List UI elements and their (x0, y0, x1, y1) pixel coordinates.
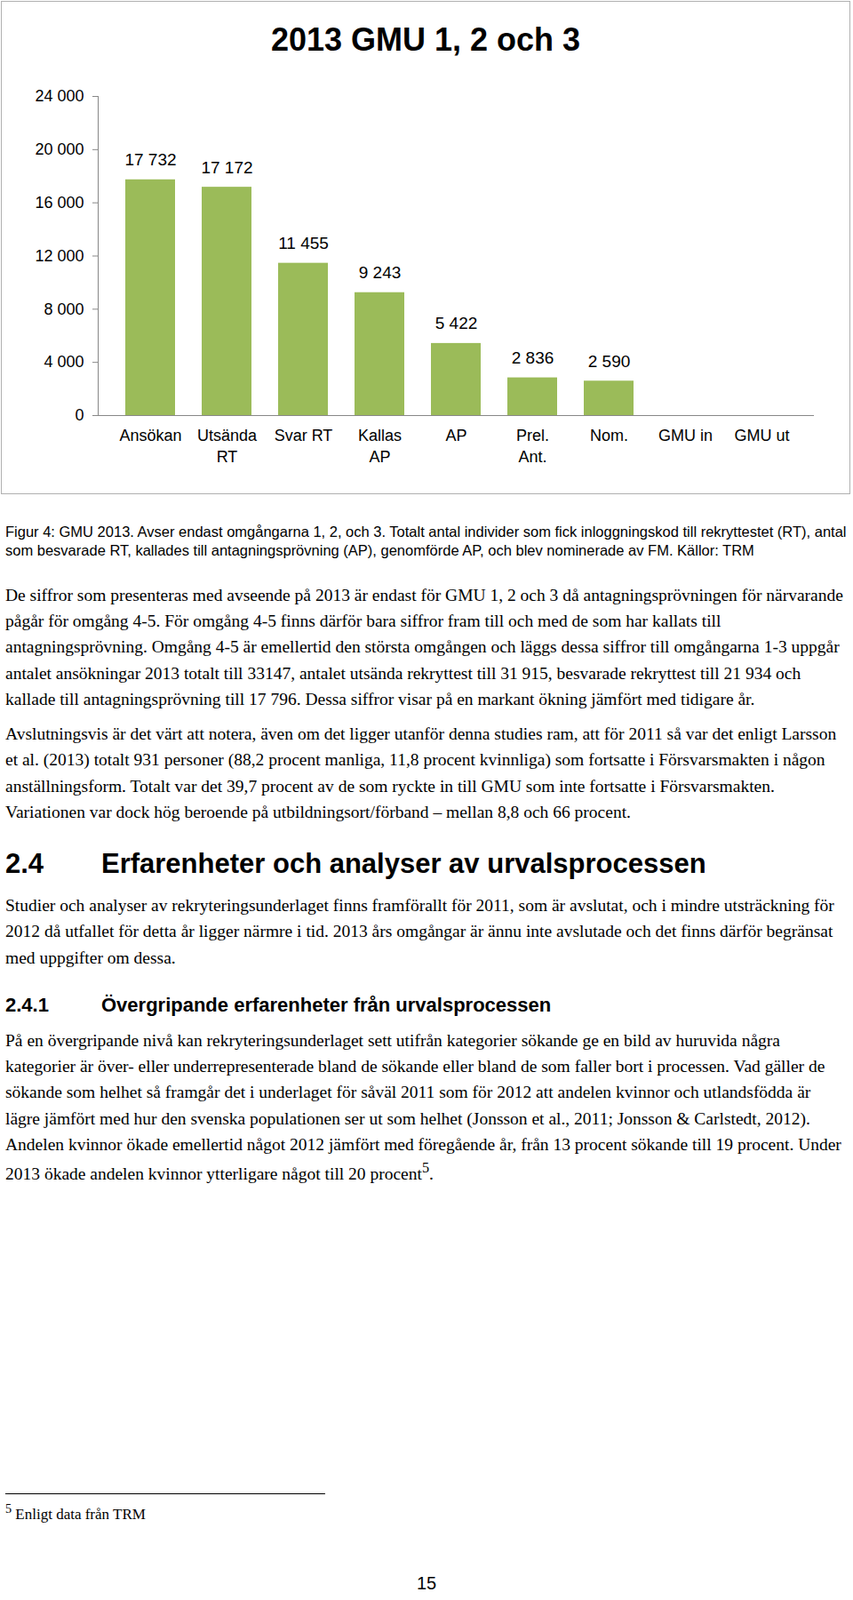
svg-text:5 422: 5 422 (435, 313, 479, 333)
svg-text:9 243: 9 243 (358, 263, 402, 282)
html-text:De siffror som presenteras med: De siffror som presenteras med avseende … (5, 585, 844, 709)
svg-text:2 836: 2 836 (511, 348, 555, 367)
svg-text:20 000: 20 000 (34, 140, 84, 159)
html-text:5Enligt data från TRM: 5Enligt data från TRM (5, 1500, 146, 1522)
html-text:2013 GMU 1, 2 och 3: 2013 GMU 1, 2 och 3 (270, 21, 581, 58)
svg-text:Nom.: Nom. (589, 426, 629, 445)
html-text:Avslutningsvis är det värt att: Avslutningsvis är det värt att notera, ä… (5, 724, 837, 821)
svg-text:UtsändaRT: UtsändaRT (197, 426, 258, 465)
svg-text:AP: AP (445, 426, 467, 445)
svg-text:2 590: 2 590 (588, 351, 631, 371)
html-text:Studier och analyser av rekryt: Studier och analyser av rekryteringsunde… (5, 895, 835, 967)
html-text:2.4: 2.4 (5, 847, 44, 879)
svg-text:4 000: 4 000 (43, 352, 84, 371)
svg-text:Svar RT: Svar RT (274, 426, 334, 445)
svg-text:Ansökan: Ansökan (119, 426, 182, 445)
svg-text:17 172: 17 172 (200, 158, 253, 177)
svg-text:GMU ut: GMU ut (733, 426, 790, 445)
svg-text:17 732: 17 732 (124, 150, 176, 169)
html-text:På en övergripande nivå kan re: På en övergripande nivå kan rekryterings… (5, 1030, 842, 1183)
svg-text:24 000: 24 000 (34, 87, 84, 105)
html-text:Erfarenheter och analyser av u: Erfarenheter och analyser av urvalsproce… (101, 847, 707, 879)
svg-text:11 455: 11 455 (278, 233, 329, 253)
svg-text:16 000: 16 000 (34, 193, 84, 212)
html-text:Övergripande erfarenheter från: Övergripande erfarenheter från urvalspro… (101, 993, 552, 1016)
svg-text:GMU in: GMU in (658, 426, 713, 445)
svg-text:Prel.Ant.: Prel.Ant. (516, 426, 550, 465)
svg-text:0: 0 (74, 406, 84, 424)
svg-text:KallasAP: KallasAP (358, 426, 402, 465)
html-text:15: 15 (416, 1572, 437, 1593)
svg-text:8 000: 8 000 (43, 300, 84, 319)
html-text:Figur 4: GMU 2013. Avser endas: Figur 4: GMU 2013. Avser endast omgångar… (5, 523, 847, 559)
svg-text:12 000: 12 000 (34, 247, 84, 265)
html-text:2.4.1: 2.4.1 (5, 993, 49, 1016)
